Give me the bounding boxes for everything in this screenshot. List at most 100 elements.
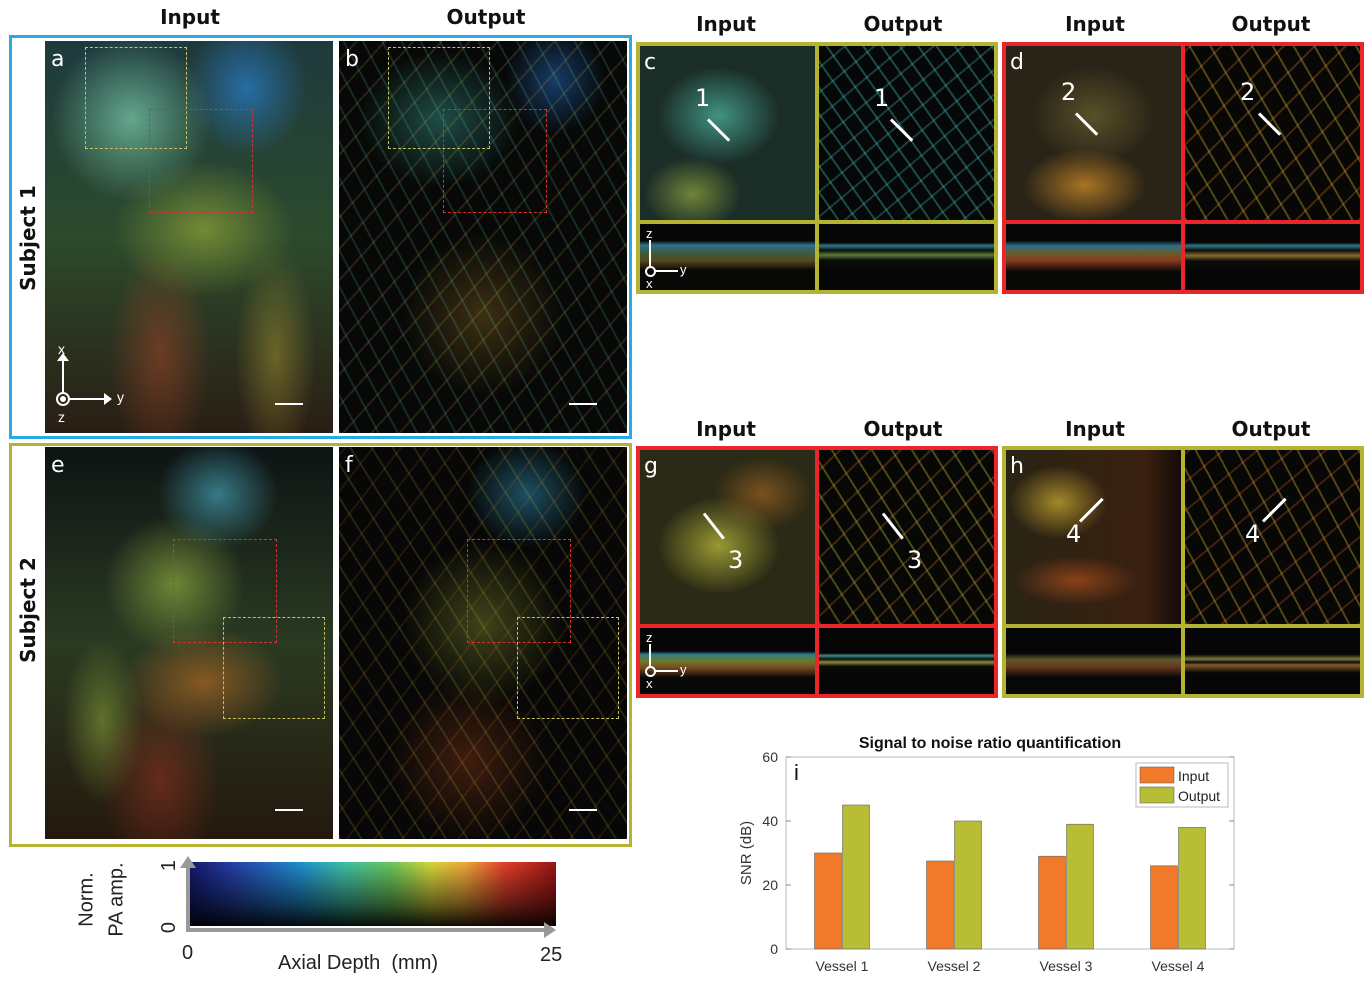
zoom-box-red [173, 539, 277, 643]
axis-z-label: z [646, 226, 653, 241]
colorbar-y-axis [186, 866, 190, 932]
zoom-header-output-d: Output [1231, 12, 1311, 36]
subject2-frame [9, 443, 632, 847]
scale-bar [275, 809, 303, 811]
zoom-header-output-h: Output [1231, 417, 1311, 441]
axes-zyx-icon: z y x [642, 630, 702, 692]
colorbar-y-arrowhead-icon [180, 856, 196, 868]
arrow-icon [706, 118, 731, 142]
zoom-box-olive [517, 617, 619, 719]
y-tick-label: 0 [770, 941, 778, 957]
x-tick-label: Vessel 1 [816, 958, 869, 974]
panel-f-output-image: f [339, 447, 627, 839]
legend-swatch-output [1139, 786, 1175, 804]
zoom-header-input-d: Input [1065, 12, 1125, 36]
colorbar-xlabel: Axial Depth (mm) [278, 952, 439, 974]
panel-label-h: h [1010, 454, 1024, 479]
colorbar-xtick-right: 25 [540, 944, 563, 966]
zoom-header-input-h: Input [1065, 417, 1125, 441]
axis-z-label: z [58, 409, 65, 425]
bar-output-3 [1066, 823, 1094, 950]
arrow-icon [1078, 497, 1104, 523]
zoom-box-red [467, 539, 571, 643]
zoom-c-input-image: c 1 [640, 46, 815, 220]
zoom-h-input-side [1006, 628, 1181, 694]
y-tick-label: 20 [762, 877, 778, 893]
subject2-label: Subject 2 [16, 557, 40, 663]
panel-b-output-image: b [339, 41, 627, 433]
panel-label-c: c [644, 50, 657, 75]
zoom-g-input-image: g 3 [640, 450, 815, 624]
y-tick-label: 40 [762, 813, 778, 829]
zoom-h-output-side [1185, 628, 1360, 694]
bar-input-1 [814, 852, 842, 950]
zoom-d-output-image: 2 [1185, 46, 1360, 220]
vessel-marker-2: 2 [1061, 78, 1077, 106]
subject1-frame [9, 35, 632, 439]
panel-a-input-image: a x y z [45, 41, 333, 433]
snr-chart: Signal to noise ratio quantification i S… [738, 735, 1235, 974]
axis-y-label: y [680, 262, 687, 277]
arrow-icon [702, 512, 725, 540]
panel-label-g: g [644, 454, 658, 479]
colorbar-ylabel: Norm. PA amp. [76, 858, 140, 948]
y-tick-label: 60 [762, 749, 778, 765]
vessel-marker-2: 2 [1240, 78, 1256, 106]
zoom-header-output-g: Output [863, 417, 943, 441]
vessel-marker-1: 1 [874, 84, 890, 112]
col-header-input: Input [160, 5, 220, 29]
panel-e-input-image: e [45, 447, 333, 839]
axis-y-label: y [680, 662, 687, 677]
zoom-g-output-image: 3 [819, 450, 994, 624]
y-axis-label: SNR (dB) [738, 821, 755, 885]
scale-bar [569, 809, 597, 811]
colorbar-ylabel-line1: Norm. [75, 872, 98, 927]
zoom-box-red [443, 109, 547, 213]
arrow-icon [1261, 497, 1287, 523]
panel-label-b: b [345, 47, 359, 72]
col-header-output: Output [446, 5, 526, 29]
chart-legend: Input Output [1135, 762, 1229, 808]
axes-xyz-icon: x y z [55, 341, 135, 431]
colorbar-ytick-bottom: 0 [158, 921, 181, 934]
vessel-marker-1: 1 [695, 84, 711, 112]
axis-y-label: y [117, 389, 124, 405]
zoom-d-input-image: d 2 [1006, 46, 1181, 220]
vessel-marker-3: 3 [907, 546, 923, 574]
axis-z-label: z [646, 630, 653, 645]
zoom-d-input-side [1006, 224, 1181, 290]
zoom-c-output-side [819, 224, 994, 290]
vessel-marker-4: 4 [1245, 520, 1261, 548]
zoom-c-output-image: 1 [819, 46, 994, 220]
panel-label-e: e [51, 453, 65, 478]
zoom-h-input-image: h 4 [1006, 450, 1181, 624]
panel-label-d: d [1010, 50, 1024, 75]
zoom-box-red [149, 109, 253, 213]
colorbar [190, 862, 556, 926]
zoom-d-output-side [1185, 224, 1360, 290]
axes-zyx-icon: z y x [642, 226, 702, 290]
bar-output-4 [1178, 827, 1206, 950]
colorbar-x-arrowhead-icon [544, 922, 556, 938]
bar-input-3 [1038, 855, 1066, 950]
bar-input-2 [926, 860, 954, 950]
arrow-icon [881, 512, 904, 540]
panel-label-a: a [51, 47, 65, 72]
vessel-marker-3: 3 [728, 546, 744, 574]
axis-x-label: x [646, 276, 653, 290]
axis-x-label: x [58, 341, 65, 357]
panel-label-f: f [345, 453, 353, 478]
colorbar-x-axis [188, 928, 544, 932]
zoom-header-output-c: Output [863, 12, 943, 36]
zoom-box-olive [85, 47, 187, 149]
colorbar-ylabel-line2: PA amp. [105, 862, 128, 937]
bar-output-1 [842, 804, 870, 950]
zoom-box-olive [223, 617, 325, 719]
x-tick-label: Vessel 2 [928, 958, 981, 974]
zoom-c-input-side: z y x [640, 224, 815, 290]
arrow-icon [1074, 112, 1099, 136]
zoom-h-output-image: 4 [1185, 450, 1360, 624]
legend-swatch-input [1139, 766, 1175, 784]
x-tick-label: Vessel 4 [1152, 958, 1205, 974]
chart-title: Signal to noise ratio quantification [859, 735, 1121, 752]
